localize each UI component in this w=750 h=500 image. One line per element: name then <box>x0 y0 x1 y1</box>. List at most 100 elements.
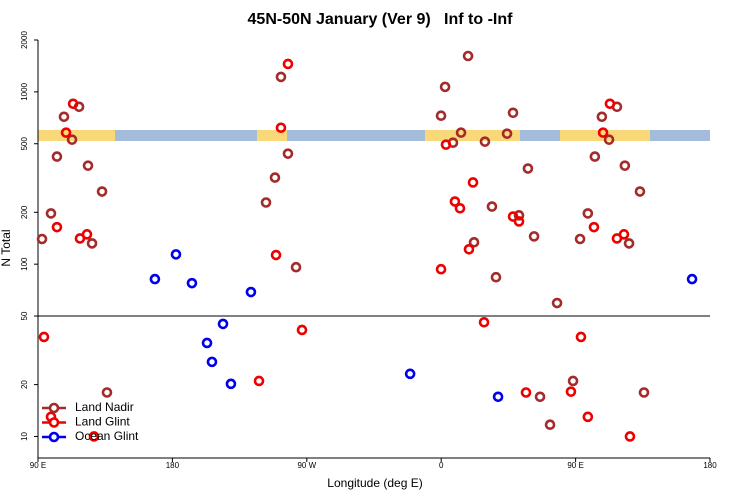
y-tick-label: 50 <box>20 311 29 320</box>
point <box>490 271 502 283</box>
point <box>463 243 475 255</box>
y-tick-label: 10 <box>20 431 29 440</box>
y-axis-label: N Total <box>0 229 13 266</box>
y-tick-label: 1000 <box>20 82 29 100</box>
point <box>589 151 601 162</box>
point <box>66 134 78 145</box>
x-tick-label: 180 <box>703 461 717 470</box>
point <box>513 210 525 221</box>
point <box>38 331 50 343</box>
point <box>501 128 513 139</box>
point <box>638 387 650 398</box>
point <box>618 229 630 240</box>
legend-marker <box>48 431 60 443</box>
point <box>290 261 302 273</box>
chart-title: 45N-50N January (Ver 9) Inf to -Inf <box>248 11 514 28</box>
legend-label: Land Glint <box>75 415 130 429</box>
point <box>88 431 100 442</box>
point <box>513 216 525 227</box>
point <box>282 58 294 70</box>
x-tick-label: 90 E <box>30 461 46 470</box>
point <box>575 331 587 343</box>
point <box>275 122 287 134</box>
legend-label: Land Nadir <box>75 400 134 414</box>
point <box>269 172 281 183</box>
legend-marker <box>48 417 60 428</box>
point <box>603 134 615 145</box>
point <box>60 127 72 138</box>
point <box>96 186 108 197</box>
point <box>449 196 461 207</box>
point <box>574 233 586 245</box>
point <box>544 419 556 431</box>
point <box>507 107 519 119</box>
legend-marker <box>48 402 60 414</box>
point <box>520 387 532 398</box>
y-tick-label: 20 <box>20 380 29 389</box>
x-tick-label: 180 <box>166 461 180 470</box>
point <box>686 273 698 285</box>
x-tick-label: 90 E <box>567 461 583 470</box>
y-tick-label: 2000 <box>20 31 29 49</box>
point <box>282 148 294 159</box>
point <box>67 98 79 110</box>
point <box>51 221 63 233</box>
y-tick-label: 500 <box>20 137 29 151</box>
point <box>596 111 608 123</box>
point <box>624 431 636 442</box>
point <box>217 318 229 330</box>
point <box>619 160 631 171</box>
point <box>567 375 579 387</box>
point <box>597 127 609 138</box>
point <box>468 236 480 248</box>
point <box>435 263 447 275</box>
point <box>206 356 218 368</box>
point <box>404 368 416 380</box>
point <box>275 71 287 83</box>
point <box>478 316 490 328</box>
point <box>149 273 161 285</box>
point <box>455 127 467 138</box>
point <box>439 81 451 93</box>
point <box>486 201 498 212</box>
point <box>582 208 594 219</box>
point <box>81 229 93 240</box>
point <box>467 177 479 188</box>
y-tick-label: 200 <box>20 205 29 219</box>
point <box>253 375 265 387</box>
point <box>534 391 546 403</box>
point <box>528 231 540 242</box>
point <box>462 50 474 62</box>
point <box>45 208 57 219</box>
point <box>260 197 272 208</box>
point <box>435 110 447 122</box>
point <box>101 387 113 398</box>
point <box>201 337 213 349</box>
legend-label: Ocean Glint <box>75 429 139 443</box>
point <box>58 111 70 123</box>
point <box>634 186 646 197</box>
point <box>186 277 198 289</box>
point <box>604 98 616 110</box>
point <box>440 139 452 150</box>
point <box>270 249 282 261</box>
x-axis-label: Longitude (deg E) <box>327 476 422 490</box>
point <box>479 136 491 147</box>
point <box>225 378 237 390</box>
point <box>170 249 182 260</box>
point <box>582 411 594 423</box>
point <box>245 286 257 298</box>
point <box>492 391 504 403</box>
point <box>454 202 466 214</box>
point <box>51 151 63 162</box>
x-tick-label: 90 W <box>297 461 316 470</box>
point <box>623 238 635 249</box>
point <box>551 297 563 309</box>
point <box>565 386 577 397</box>
point <box>36 233 48 245</box>
point <box>82 160 94 171</box>
y-tick-label: 100 <box>20 257 29 271</box>
x-tick-label: 0 <box>439 461 444 470</box>
point <box>522 163 534 174</box>
